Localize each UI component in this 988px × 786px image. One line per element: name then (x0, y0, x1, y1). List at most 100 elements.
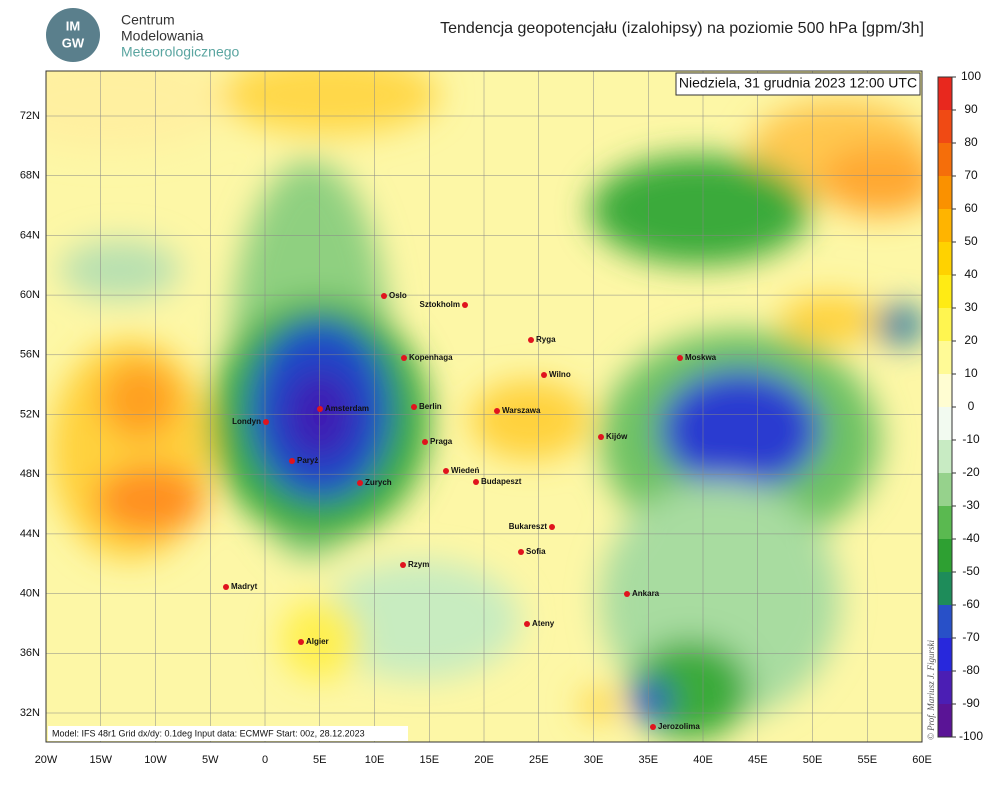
lat-label: 68N (20, 170, 40, 182)
city-label: Bukareszt (509, 522, 548, 531)
city-label: Wilno (549, 370, 571, 379)
colorbar-segment (938, 308, 952, 342)
date-box (675, 72, 921, 96)
field-blob (820, 145, 922, 215)
city-label: Amsterdam (325, 404, 369, 413)
field-blob (660, 370, 820, 490)
title: Tendencja geopotencjału (izalohipsy) na … (440, 20, 924, 37)
colorbar-label: -20 (962, 465, 980, 479)
colorbar-segment (938, 110, 952, 144)
lon-label: 50E (803, 754, 823, 766)
lat-label: 48N (20, 468, 40, 480)
field-blob (95, 465, 205, 535)
field-blob (220, 71, 440, 135)
colorbar-label: -50 (962, 564, 980, 578)
field-blob (780, 295, 880, 345)
colorbar-segment (938, 341, 952, 375)
colorbar-label: 60 (964, 201, 978, 215)
city-dot (494, 408, 500, 414)
city-label: Zurych (365, 478, 392, 487)
lat-label: 56N (20, 349, 40, 361)
city-dot (650, 724, 656, 730)
lat-label: 36N (20, 647, 40, 659)
colorbar-label: 0 (968, 399, 975, 413)
city-label: Jerozolima (658, 722, 700, 731)
colorbar-label: -70 (962, 630, 980, 644)
field-blob (320, 560, 520, 680)
city-label: Warszawa (502, 406, 541, 415)
colorbar-label: -80 (962, 663, 980, 677)
footer: Model: IFS 48r1 Grid dx/dy: 0.1deg Input… (52, 728, 365, 738)
colorbar-label: -30 (962, 498, 980, 512)
lat-label: 72N (20, 110, 40, 122)
lon-label: 55E (857, 754, 877, 766)
map-frame (45, 70, 923, 743)
org-line: Meteorologicznego (121, 44, 240, 60)
colorbar-segment (938, 440, 952, 474)
lat-label: 40N (20, 588, 40, 600)
lon-label: 15W (89, 754, 112, 766)
field-blob (46, 71, 230, 150)
lon-label: 60E (912, 754, 932, 766)
city-dot (411, 404, 417, 410)
lat-label: 60N (20, 289, 40, 301)
city-label: Sztokholm (420, 300, 460, 309)
field-blob (580, 690, 620, 720)
lon-label: 15E (419, 754, 439, 766)
city-label: Madryt (231, 582, 258, 591)
city-dot (381, 293, 387, 299)
credit: © Prof. Mariusz J. Figurski (926, 639, 936, 740)
field-blob (590, 155, 810, 265)
city-dot (401, 355, 407, 361)
colorbar-label: -40 (962, 531, 980, 545)
city-dot (289, 458, 295, 464)
lat-label: 52N (20, 408, 40, 420)
city-label: Praga (430, 437, 453, 446)
field-blob (630, 680, 670, 720)
org-line: Modelowania (121, 28, 204, 44)
city-dot (263, 419, 269, 425)
colorbar-segment (938, 605, 952, 639)
logo-text: IM (66, 18, 80, 33)
colorbar-label: 100 (961, 69, 981, 83)
field-blob (875, 305, 922, 345)
city-label: Wiedeń (451, 466, 479, 475)
city-dot (528, 337, 534, 343)
city-dot (422, 439, 428, 445)
lat-label: 44N (20, 528, 40, 540)
colorbar-segment (938, 539, 952, 573)
logo: IM GW Centrum Modelowania Meteorologiczn… (46, 8, 240, 62)
city-dot (317, 406, 323, 412)
lon-label: 5E (313, 754, 326, 766)
colorbar-segment (938, 473, 952, 507)
lon-label: 0 (262, 754, 268, 766)
city-dot (223, 584, 229, 590)
date: Niedziela, 31 grudnia 2023 12:00 UTC (679, 75, 917, 91)
colorbar-label: 50 (964, 234, 978, 248)
colorbar-segment (938, 275, 952, 309)
city-label: Ateny (532, 619, 555, 628)
city-label: Moskwa (685, 353, 717, 362)
city-dot (549, 524, 555, 530)
city-dot (677, 355, 683, 361)
city-label: Ankara (632, 589, 660, 598)
logo-circle (46, 8, 100, 62)
lat-label: 64N (20, 229, 40, 241)
colorbar-segment (938, 638, 952, 672)
city-dot (473, 479, 479, 485)
colorbar-label: 30 (964, 300, 978, 314)
lon-label: 10E (365, 754, 385, 766)
city-dot (462, 302, 468, 308)
colorbar-label: -60 (962, 597, 980, 611)
colorbar-segment (938, 506, 952, 540)
lon-label: 40E (693, 754, 713, 766)
colorbar-label: 10 (964, 366, 978, 380)
colorbar-segment (938, 572, 952, 606)
city-dot (298, 639, 304, 645)
city-label: Paryż (297, 456, 318, 465)
lon-label: 25E (529, 754, 549, 766)
colorbar-segment (938, 374, 952, 408)
colorbar-label: 80 (964, 135, 978, 149)
footer-box (48, 726, 408, 741)
